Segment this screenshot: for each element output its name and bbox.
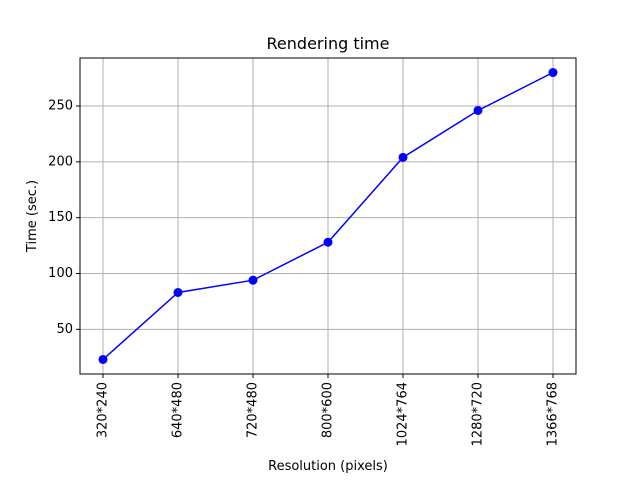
x-axis-label: Resolution (pixels) [268,459,388,474]
y-tick-label: 50 [56,322,73,337]
x-axis: 320*240 640*480 720*480 800*600 1024*764 1280… [96,374,561,446]
x-tick-label: 1280*720 [471,382,486,446]
x-tick-label: 1024*764 [396,382,411,446]
data-point [323,237,333,247]
data-point [473,105,483,115]
grid [80,58,576,374]
x-tick-label: 320*240 [96,382,111,438]
data-point [173,287,183,297]
y-tick-label: 150 [48,210,73,225]
data-point [398,152,408,162]
x-tick-label: 640*480 [171,382,186,438]
y-axis-label: Time (sec.) [25,180,40,253]
x-tick-label: 720*480 [246,382,261,438]
series-group [98,68,558,364]
y-axis: 50 100 150 200 250 [48,99,80,337]
y-tick-label: 200 [48,154,73,169]
data-point [98,354,108,364]
chart-title: Rendering time [267,34,390,53]
data-point [548,68,558,78]
x-tick-label: 1366*768 [546,382,561,446]
y-tick-label: 100 [48,266,73,281]
y-tick-label: 250 [48,99,73,114]
x-tick-label: 800*600 [321,382,336,438]
data-point [248,275,258,285]
